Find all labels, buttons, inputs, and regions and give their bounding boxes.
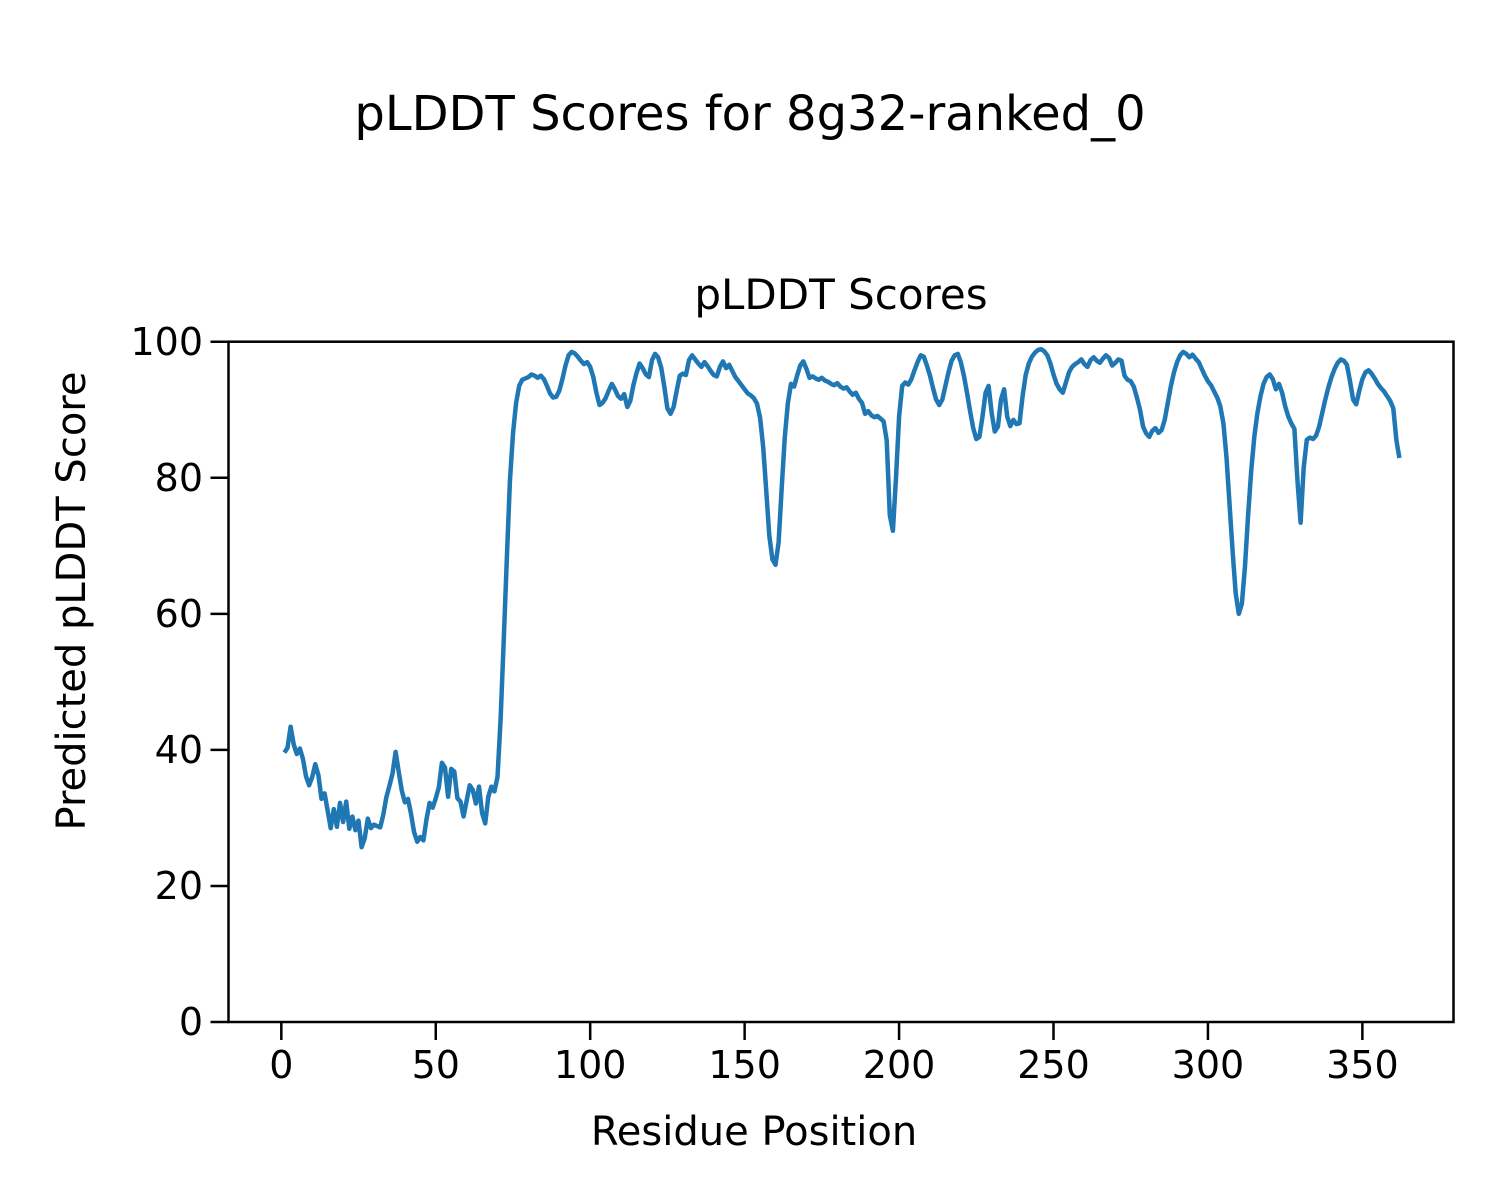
y-tick-label: 60 [154, 591, 203, 636]
x-tick-label: 200 [862, 1043, 936, 1087]
x-tick-label: 150 [708, 1043, 781, 1087]
y-tick-label: 40 [154, 727, 203, 772]
plot-spines [227, 340, 1455, 1024]
x-axis-ticks [280, 1022, 1364, 1040]
x-tick-label: 300 [1171, 1043, 1245, 1087]
x-tick-label: 100 [553, 1043, 627, 1087]
y-tick-label: 0 [178, 1000, 203, 1044]
x-tick-label: 250 [1017, 1043, 1090, 1087]
x-tick-label: 350 [1326, 1043, 1399, 1087]
x-axis-label: Residue Position [590, 1109, 918, 1155]
axes-title: pLDDT Scores [694, 270, 988, 319]
plddt-series-line [282, 346, 1402, 850]
x-tick-label: 0 [269, 1043, 294, 1087]
figure-suptitle: pLDDT Scores for 8g32-ranked_0 [354, 86, 1146, 142]
y-tick-label: 100 [130, 319, 203, 364]
y-tick-label: 80 [154, 455, 203, 500]
x-tick-label: 50 [411, 1043, 460, 1087]
y-tick-label: 20 [154, 863, 203, 908]
y-axis-ticks [210, 340, 229, 1024]
